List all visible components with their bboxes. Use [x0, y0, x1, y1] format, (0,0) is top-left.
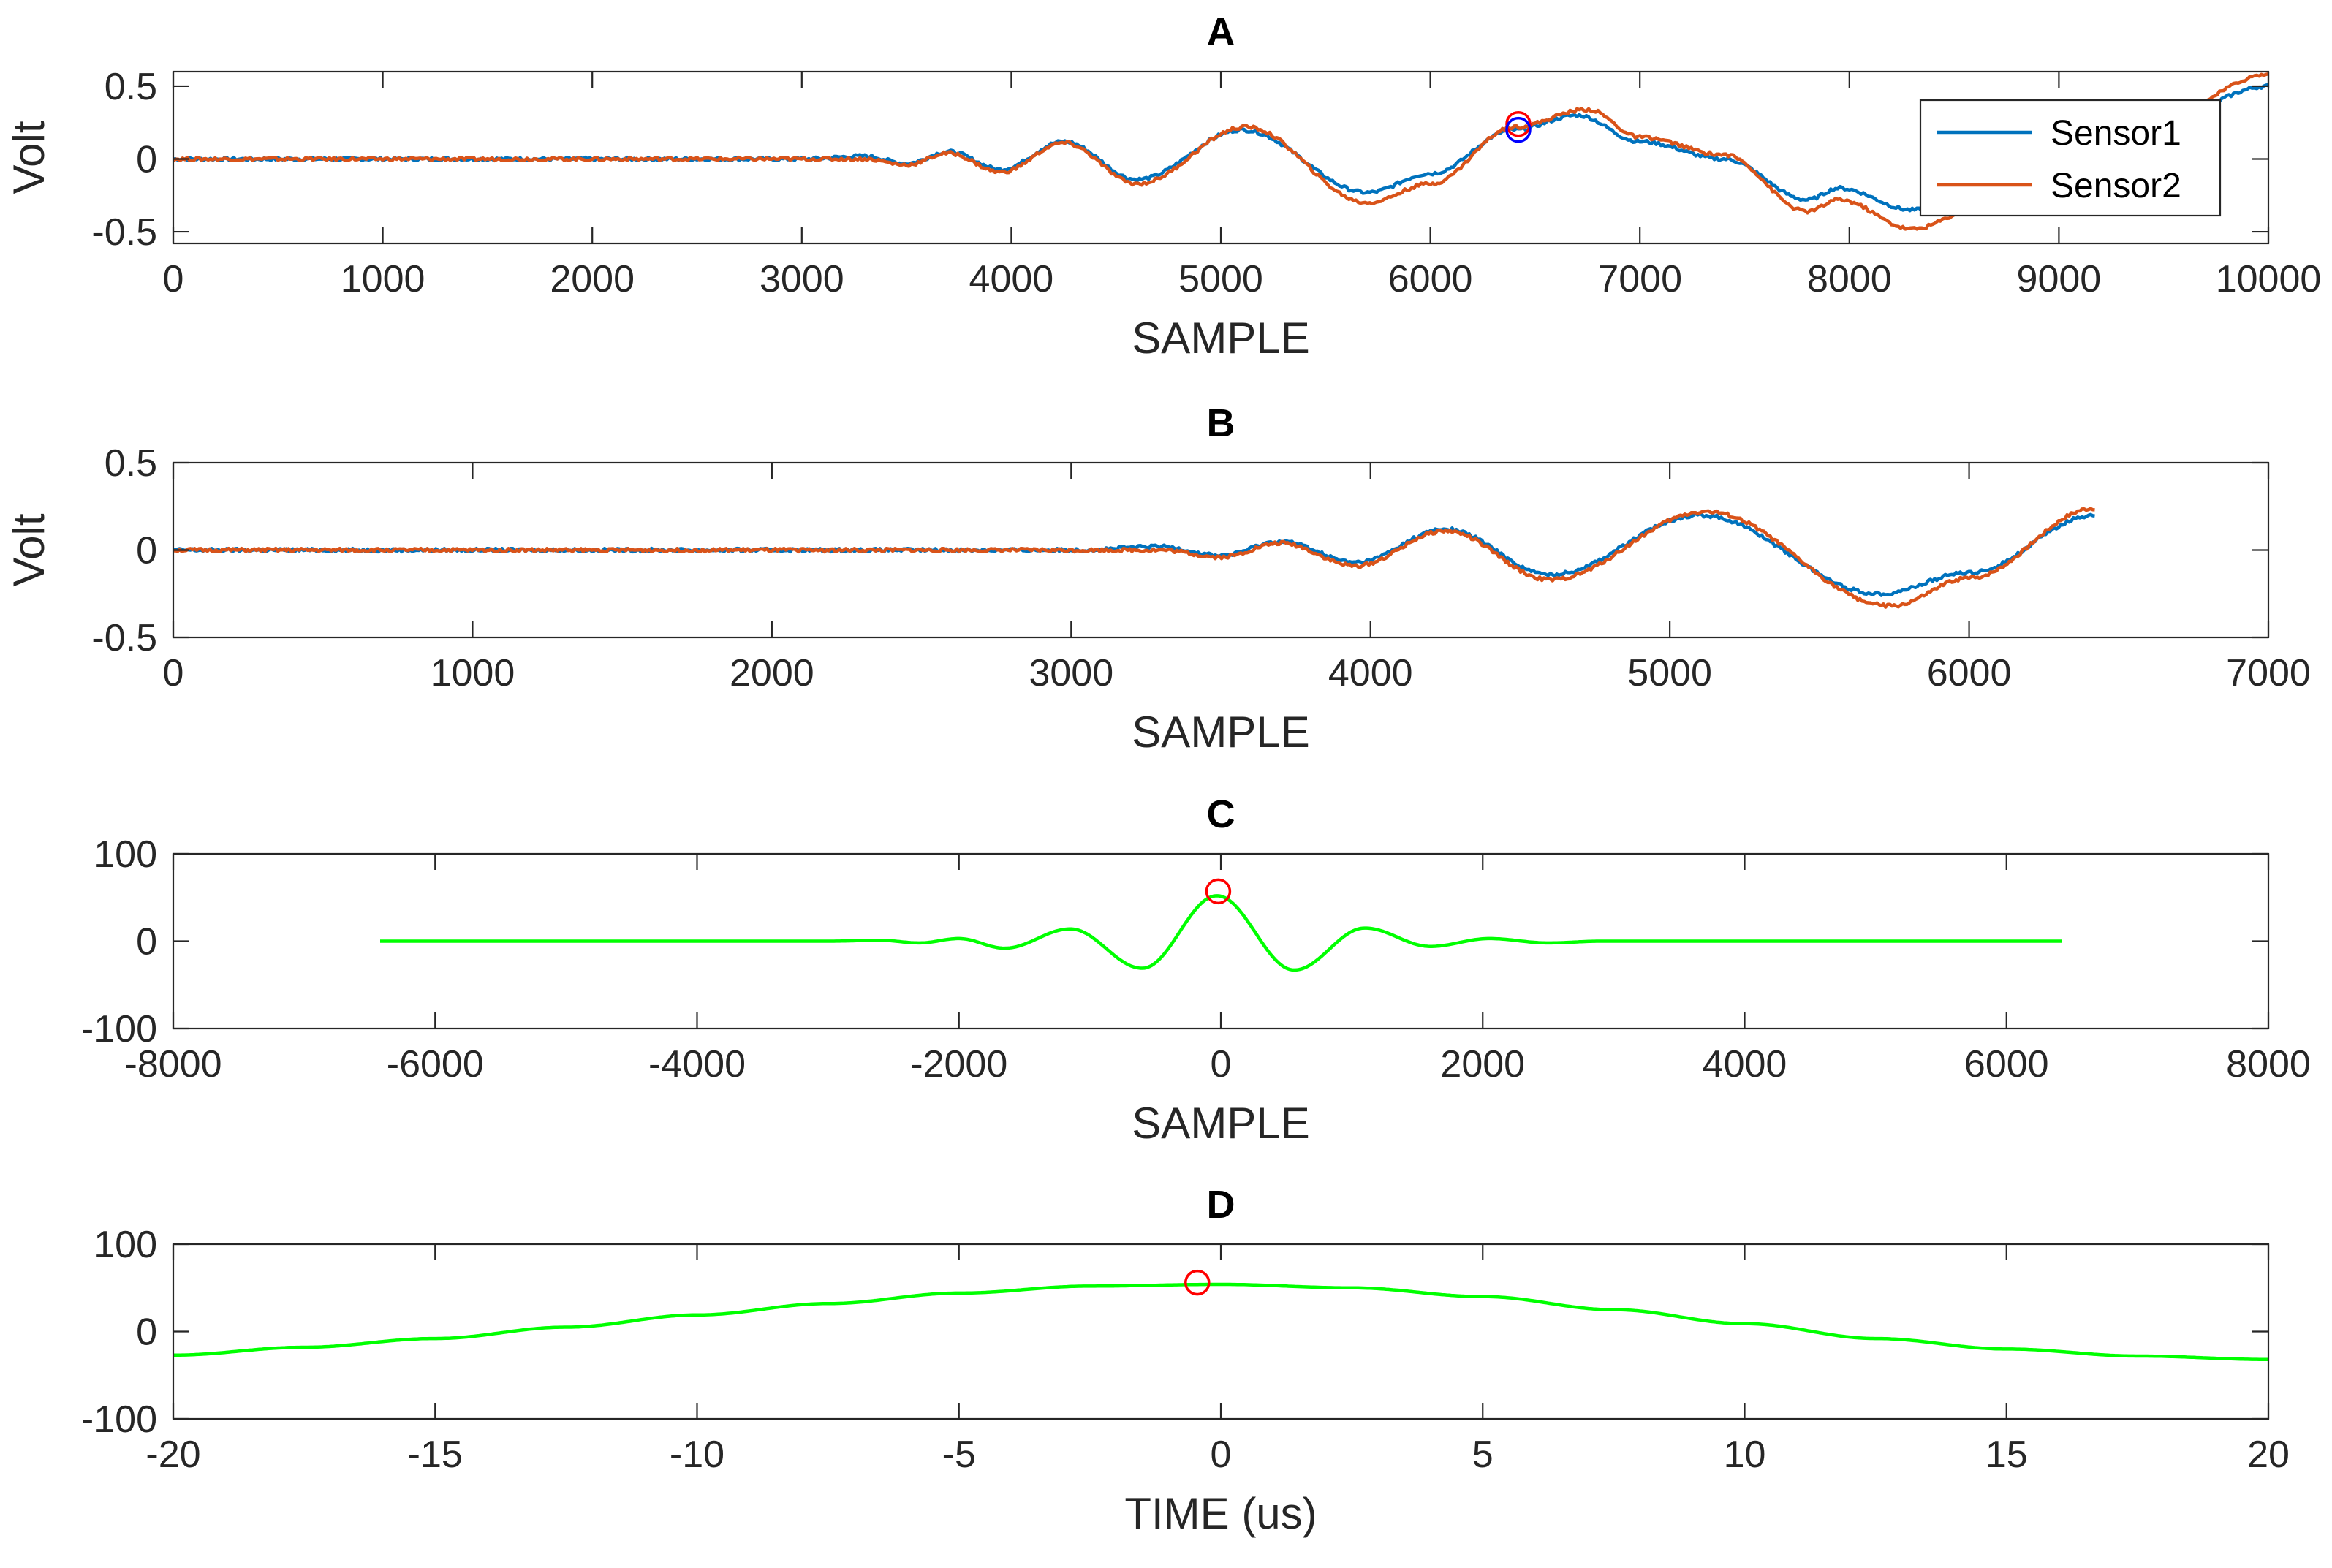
- x-axis-label-B: SAMPLE: [1132, 708, 1309, 757]
- panel-D: -20 -15 -10 -5 0 5 10 15 20 -100 0 100 D TIME (us): [81, 1183, 2290, 1538]
- x-tick-label-A: 3000: [760, 258, 844, 300]
- x-tick-label-B: 4000: [1328, 652, 1413, 694]
- y-axis-label-A: Volt: [4, 121, 53, 194]
- x-tick-label-A: 8000: [1807, 258, 1892, 300]
- y-tick-label-D: 100: [94, 1224, 157, 1266]
- x-axis-label-C: SAMPLE: [1132, 1099, 1309, 1148]
- plot-area-B: [173, 507, 2095, 609]
- panel-title-B: B: [1207, 401, 1235, 445]
- x-tick-label-C: -4000: [648, 1043, 746, 1086]
- peak-marker-D-0: [1184, 1269, 1211, 1296]
- x-tick-label-C: -8000: [125, 1043, 222, 1086]
- peak-marker-C-0: [1205, 878, 1232, 905]
- x-tick-label-A: 5000: [1178, 258, 1263, 300]
- axes-box-D: [172, 1243, 2270, 1420]
- x-tick-label-D: 20: [2247, 1433, 2290, 1476]
- panel-B: 0 1000 2000 3000 4000 5000 6000 7000-0.500.5BSA…: [4, 401, 2311, 757]
- x-tick-label-D: -10: [670, 1433, 724, 1476]
- x-tick-label-D: 10: [1724, 1433, 1766, 1476]
- plot-area-C: [380, 878, 2062, 972]
- x-tick-label-A: 2000: [550, 258, 635, 300]
- legend-A: Sensor1 Sensor2: [1919, 99, 2222, 217]
- y-tick-label-D: 0: [136, 1311, 157, 1354]
- x-tick-label-D: -5: [942, 1433, 976, 1476]
- x-tick-label-B: 6000: [1927, 652, 2012, 694]
- x-tick-label-D: 5: [1472, 1433, 1494, 1476]
- x-tick-label-C: -6000: [387, 1043, 484, 1086]
- x-tick-label-C: 6000: [1964, 1043, 2049, 1086]
- x-tick-label-A: 6000: [1388, 258, 1473, 300]
- y-tick-label-A: 0.5: [105, 66, 157, 108]
- y-tick-label-C: 100: [94, 833, 157, 876]
- x-tick-label-B: 0: [163, 652, 184, 694]
- panel-title-A: A: [1207, 10, 1235, 54]
- series-D-interpolated-peak: [173, 1282, 2268, 1361]
- y-tick-label-A: -0.5: [91, 211, 157, 254]
- x-tick-label-C: 8000: [2226, 1043, 2311, 1086]
- x-tick-label-B: 2000: [730, 652, 814, 694]
- series-A-sensor2: [173, 72, 2268, 231]
- y-tick-label-B: 0: [136, 530, 157, 572]
- plot-area-A: [173, 72, 2268, 231]
- x-tick-label-C: 0: [1211, 1043, 1232, 1086]
- panel-A: 0 1000 2000 3000 4000 5000 6000 7000 8000 9000 100…: [4, 10, 2321, 363]
- x-axis-label-D: TIME (us): [1124, 1489, 1317, 1538]
- x-tick-label-A: 7000: [1597, 258, 1682, 300]
- y-tick-label-B: -0.5: [91, 617, 157, 659]
- plot-area-D: [173, 1269, 2268, 1361]
- x-axis-label-A: SAMPLE: [1132, 314, 1309, 363]
- x-tick-label-D: -20: [145, 1433, 200, 1476]
- x-tick-label-C: 2000: [1440, 1043, 1525, 1086]
- x-tick-label-D: 15: [1985, 1433, 2028, 1476]
- legend-label-sensor1: Sensor1: [2051, 114, 2181, 153]
- peak-marker-A-0: [1505, 110, 1532, 137]
- series-C-cross-correlation: [380, 894, 2062, 972]
- x-tick-label-A: 0: [163, 258, 184, 300]
- y-tick-label-C: 0: [136, 921, 157, 963]
- panel-C: -8000 -6000 -4000 -2000 0 2000 4000 6000 8000 -10…: [81, 792, 2311, 1148]
- x-tick-label-B: 7000: [2226, 652, 2311, 694]
- x-tick-label-C: -2000: [910, 1043, 1007, 1086]
- x-tick-label-B: 1000: [431, 652, 515, 694]
- y-tick-label-C: -100: [81, 1008, 157, 1050]
- y-tick-label-A: 0: [136, 138, 157, 181]
- legend-box: [1919, 99, 2222, 217]
- x-tick-label-A: 10000: [2216, 258, 2322, 300]
- x-tick-label-A: 4000: [969, 258, 1054, 300]
- y-tick-label-B: 0.5: [105, 442, 157, 485]
- x-tick-label-B: 5000: [1627, 652, 1712, 694]
- x-tick-label-B: 3000: [1029, 652, 1113, 694]
- y-tick-label-D: -100: [81, 1398, 157, 1441]
- x-tick-label-C: 4000: [1703, 1043, 1787, 1086]
- panel-title-D: D: [1207, 1183, 1235, 1227]
- x-tick-label-D: -15: [408, 1433, 463, 1476]
- panel-title-C: C: [1207, 792, 1235, 836]
- legend-label-sensor2: Sensor2: [2051, 167, 2181, 205]
- x-tick-label-D: 0: [1211, 1433, 1232, 1476]
- y-axis-label-B: Volt: [4, 513, 53, 586]
- x-tick-label-A: 9000: [2017, 258, 2102, 300]
- series-B-sensor2: [173, 507, 2095, 609]
- peak-marker-A-1: [1505, 116, 1532, 143]
- x-tick-label-A: 1000: [341, 258, 425, 300]
- series-B-sensor1: [173, 512, 2095, 597]
